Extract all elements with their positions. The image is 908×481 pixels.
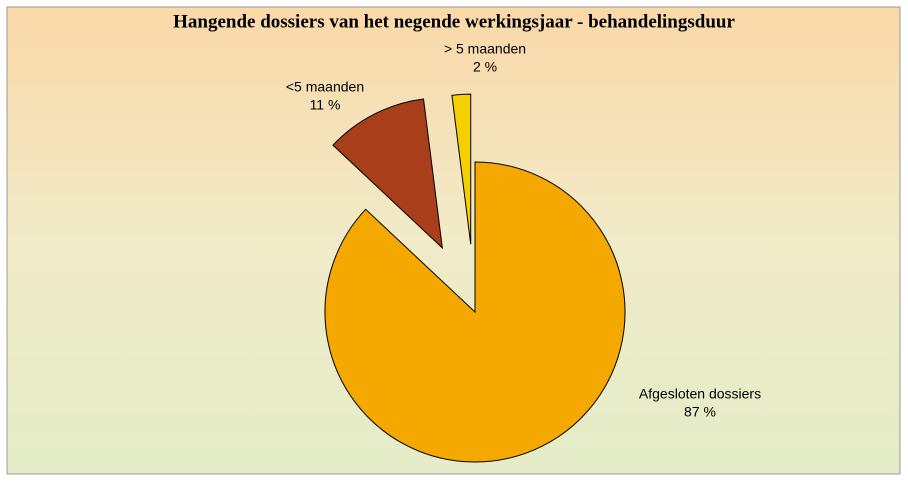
slice-label: > 5 maanden [444,41,526,57]
slice-value-label: 2 % [473,59,497,75]
slice-label: Afgesloten dossiers [639,386,761,402]
slice-value-label: 11 % [310,97,341,113]
slice-label: <5 maanden [286,79,364,95]
chart-title: Hangende dossiers van het negende werkin… [173,11,735,32]
pie-slice [324,161,626,463]
pie-slice [451,93,472,245]
slice-value-label: 87 % [684,404,716,420]
pie-slice [332,98,443,250]
